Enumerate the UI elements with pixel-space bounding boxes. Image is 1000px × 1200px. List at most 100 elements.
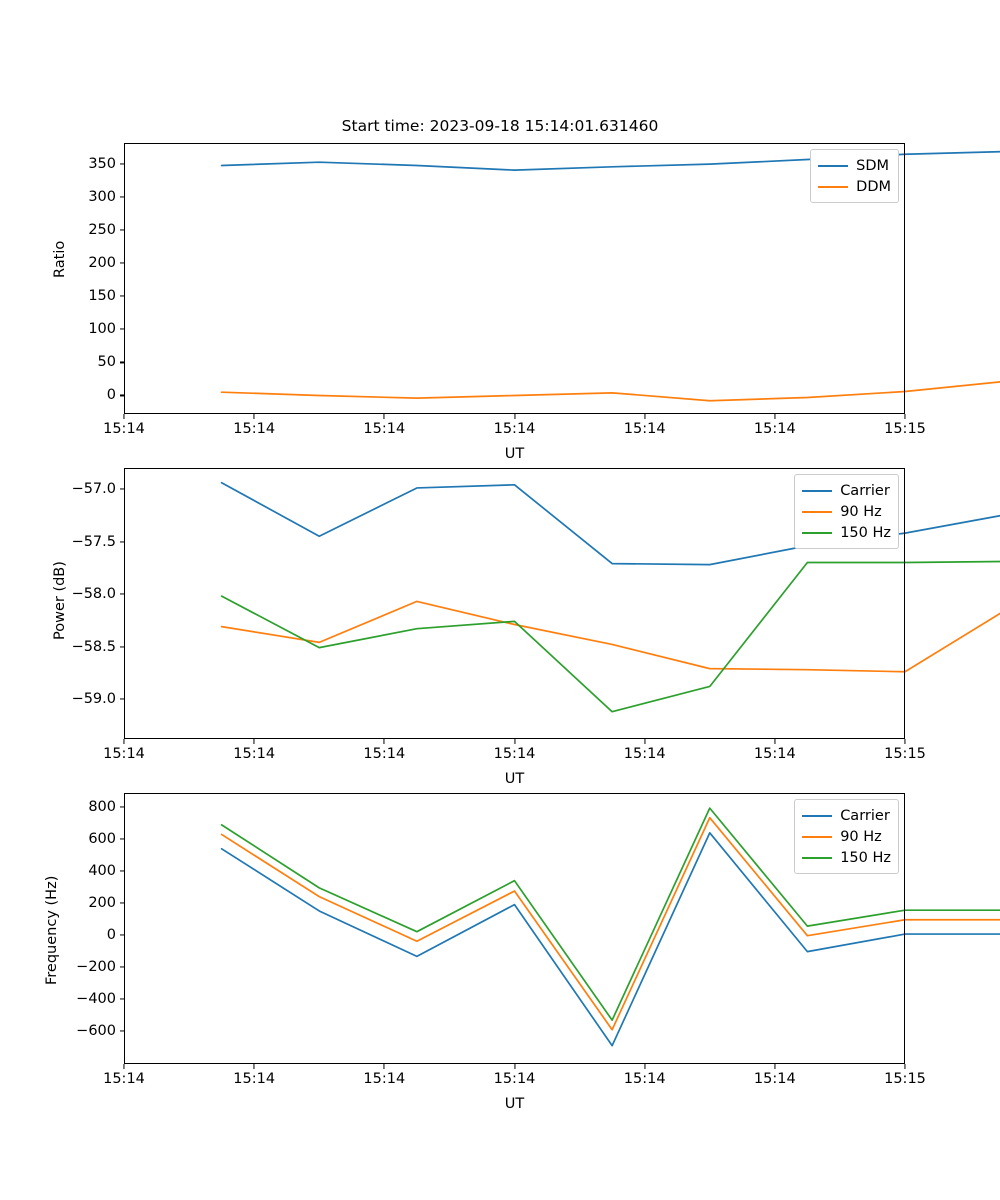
x-tick-label: 15:14 xyxy=(753,421,796,437)
y-tick-mark xyxy=(119,934,124,936)
y-tick-label: 0 xyxy=(106,387,116,404)
ratio-subplot: 0 50 100 150 200 250 300 350 15:14 15:14 15:14 15:… xyxy=(52,143,1000,462)
x-tick-label: 15:15 xyxy=(884,1071,926,1087)
y-tick-label: 300 xyxy=(88,189,116,206)
y-tick-mark xyxy=(119,488,124,490)
x-tick-mark xyxy=(774,739,776,744)
frequency-y-label: Frequency (Hz) xyxy=(44,875,60,985)
x-tick-label: 15:14 xyxy=(493,1071,536,1087)
legend-color-swatch xyxy=(802,531,833,534)
x-tick-label: 15:14 xyxy=(233,421,276,437)
legend-entry[interactable]: 90 Hz xyxy=(802,501,891,522)
power-subplot: −57.0 −57.5 −58.0 −58.5 −59.0 15:14 15:14 15:1… xyxy=(52,468,1000,787)
x-tick-label: 15:14 xyxy=(233,1071,276,1087)
y-tick-label: 50 xyxy=(97,354,116,371)
x-tick-label: 15:14 xyxy=(233,746,276,762)
y-tick-mark xyxy=(119,646,124,648)
x-tick-mark xyxy=(383,414,385,419)
y-tick-label: 350 xyxy=(88,156,116,173)
x-tick-label: 15:14 xyxy=(103,746,145,762)
legend-label: 150 Hz xyxy=(840,849,891,866)
x-tick-mark xyxy=(383,739,385,744)
y-tick-label: 200 xyxy=(88,894,116,911)
legend-entry[interactable]: DDM xyxy=(818,176,891,197)
x-tick-mark xyxy=(513,739,516,744)
legend-entry[interactable]: Carrier xyxy=(802,480,891,501)
x-tick-label: 15:14 xyxy=(363,1071,406,1087)
x-tick-label: 15:14 xyxy=(623,421,666,437)
y-tick-label: −57.5 xyxy=(71,533,116,550)
x-tick-label: 15:14 xyxy=(623,746,666,762)
x-tick-mark xyxy=(253,739,255,744)
y-tick-label: 150 xyxy=(88,288,116,305)
legend-color-swatch xyxy=(818,164,849,167)
x-tick-mark xyxy=(513,1064,516,1069)
frequency-plot-lines xyxy=(220,807,1000,1047)
legend-label: Carrier xyxy=(840,482,890,499)
y-tick-mark xyxy=(119,262,124,264)
series-line-carrier xyxy=(220,832,1000,1047)
x-tick-mark xyxy=(123,1064,125,1069)
legend-entry[interactable]: 150 Hz xyxy=(802,522,891,543)
y-tick-mark xyxy=(119,698,124,700)
ratio-legend: SDM DDM xyxy=(810,149,899,203)
legend-label: DDM xyxy=(856,178,891,195)
y-tick-mark xyxy=(119,540,124,543)
x-tick-label: 15:14 xyxy=(103,421,145,437)
y-tick-mark xyxy=(119,328,124,330)
y-tick-mark xyxy=(119,806,124,808)
y-tick-mark xyxy=(119,196,124,198)
y-tick-mark xyxy=(119,295,124,297)
x-tick-label: 15:14 xyxy=(363,746,406,762)
y-tick-label: −58.0 xyxy=(71,586,116,603)
x-tick-label: 15:14 xyxy=(753,1071,796,1087)
series-line-90-hz xyxy=(220,816,1000,1031)
legend-entry[interactable]: Carrier xyxy=(802,805,891,826)
x-tick-mark xyxy=(774,414,776,419)
y-tick-label: −400 xyxy=(76,990,116,1007)
y-tick-mark xyxy=(119,163,124,165)
legend-color-swatch xyxy=(802,814,833,817)
legend-color-swatch xyxy=(818,185,849,188)
x-tick-mark xyxy=(513,414,516,419)
y-tick-label: 0 xyxy=(106,926,116,943)
y-tick-mark xyxy=(119,902,124,904)
frequency-subplot: −600 −400 −200 0 200 400 600 800 15:14 15:14 15:1… xyxy=(44,793,1000,1112)
legend-entry[interactable]: 90 Hz xyxy=(802,826,891,847)
x-tick-mark xyxy=(123,739,125,744)
power-legend: Carrier 90 Hz 150 Hz xyxy=(794,474,899,549)
y-tick-label: 200 xyxy=(88,255,116,272)
x-tick-mark xyxy=(644,414,646,419)
y-tick-label: 100 xyxy=(88,321,116,338)
ratio-x-label: UT xyxy=(504,446,525,462)
y-tick-mark xyxy=(119,1029,124,1032)
x-tick-label: 15:14 xyxy=(753,746,796,762)
frequency-legend: Carrier 90 Hz 150 Hz xyxy=(794,799,899,874)
x-tick-label: 15:15 xyxy=(884,421,926,437)
legend-color-swatch xyxy=(802,510,833,513)
figure-title: Start time: 2023-09-18 15:14:01.631460 xyxy=(341,117,659,135)
legend-entry[interactable]: 150 Hz xyxy=(802,847,891,868)
series-line-90-hz xyxy=(220,600,1000,673)
legend-color-swatch xyxy=(802,835,833,838)
y-tick-label: 250 xyxy=(88,222,116,239)
y-tick-label: −58.5 xyxy=(71,638,116,655)
x-tick-mark xyxy=(904,739,906,744)
y-tick-mark xyxy=(119,593,124,595)
x-tick-mark xyxy=(253,1064,255,1069)
y-tick-label: −200 xyxy=(76,958,116,975)
y-tick-mark xyxy=(119,998,124,1000)
frequency-x-label: UT xyxy=(504,1096,525,1112)
x-tick-mark xyxy=(644,739,646,744)
y-tick-mark xyxy=(119,966,124,968)
legend-label: SDM xyxy=(856,157,890,174)
y-tick-mark xyxy=(119,394,124,397)
legend-entry[interactable]: SDM xyxy=(818,155,891,176)
x-tick-mark xyxy=(123,414,125,419)
y-tick-label: 400 xyxy=(88,863,116,880)
y-tick-label: 800 xyxy=(88,799,116,816)
x-tick-mark xyxy=(904,1064,906,1069)
legend-color-swatch xyxy=(802,489,833,492)
ratio-y-label: Ratio xyxy=(52,240,68,278)
